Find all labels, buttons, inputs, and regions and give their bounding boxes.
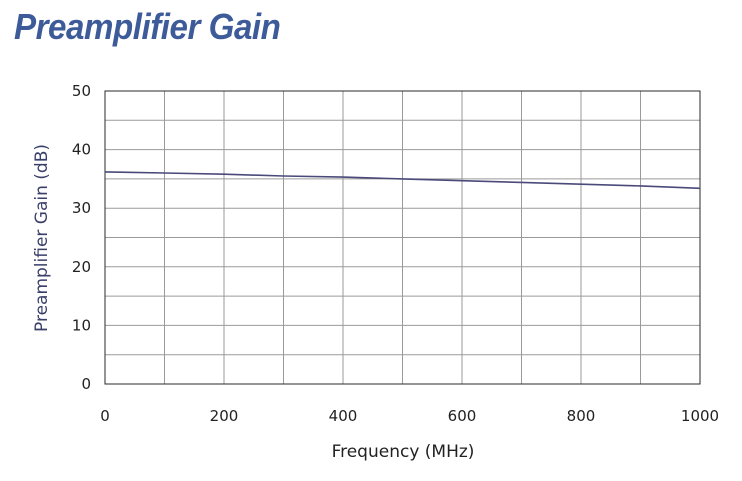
x-axis-label: Frequency (MHz) <box>332 442 475 462</box>
chart-title: Preamplifier Gain <box>14 6 281 47</box>
x-tick-label: 800 <box>567 407 596 425</box>
series-layer <box>104 171 701 190</box>
grid-lines <box>105 91 700 384</box>
y-tick-label: 0 <box>81 375 91 393</box>
series-line-gain <box>104 171 701 190</box>
y-tick-label: 50 <box>72 82 91 100</box>
x-tick-label: 0 <box>100 407 110 425</box>
plot-frame <box>104 90 701 385</box>
y-tick-label: 20 <box>72 258 91 276</box>
x-tick-label: 200 <box>210 407 239 425</box>
y-axis-label: Preamplifier Gain (dB) <box>32 144 52 332</box>
y-tick-label: 10 <box>72 316 91 334</box>
y-tick-label: 40 <box>72 141 91 159</box>
y-tick-labels: 0 10 20 30 40 50 <box>72 82 91 393</box>
x-tick-label: 1000 <box>681 407 719 425</box>
y-tick-label: 30 <box>72 199 91 217</box>
x-tick-label: 600 <box>448 407 477 425</box>
x-tick-labels: 0 200 400 600 800 1000 <box>100 407 719 425</box>
x-tick-label: 400 <box>329 407 358 425</box>
